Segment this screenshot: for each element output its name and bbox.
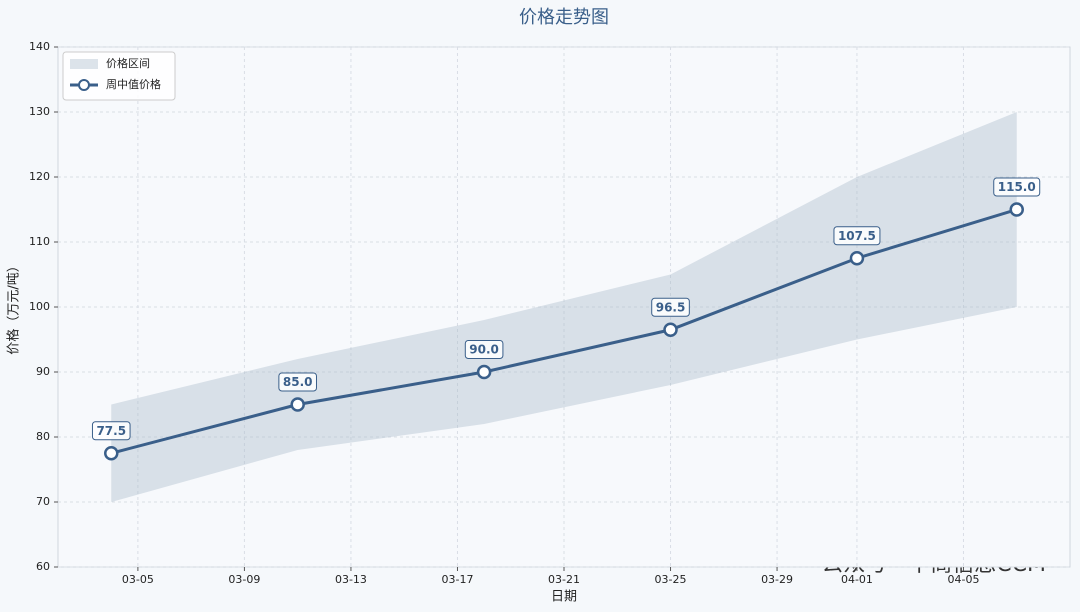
legend-label: 价格区间 — [106, 56, 150, 70]
y-tick-label: 130 — [29, 105, 50, 118]
y-tick-label: 70 — [36, 495, 50, 508]
legend-marker — [78, 79, 90, 91]
value-label-box — [91, 421, 131, 441]
price-band — [111, 112, 1017, 502]
y-tick-label: 140 — [29, 40, 50, 53]
x-tick-label: 03-05 — [122, 573, 154, 586]
x-tick-label: 03-17 — [441, 573, 473, 586]
x-tick-label: 04-05 — [947, 573, 979, 586]
chart-title: 价格走势图 — [519, 7, 609, 28]
series-line — [110, 208, 1018, 455]
value-label: 77.5 — [96, 424, 126, 438]
data-point — [663, 322, 678, 337]
legend-swatch — [70, 59, 98, 69]
x-tick-label: 04-01 — [841, 573, 873, 586]
value-label-box — [993, 177, 1041, 197]
y-tick-label: 90 — [36, 365, 50, 378]
data-point — [104, 446, 119, 461]
y-axis-label: 价格（万元/吨） — [6, 259, 22, 354]
value-label-box — [278, 372, 317, 392]
x-tick-label: 03-25 — [655, 573, 687, 586]
y-tick-label: 110 — [29, 235, 50, 248]
value-label-box — [651, 297, 690, 317]
value-label: 115.0 — [998, 180, 1036, 194]
data-point — [290, 397, 305, 412]
value-label: 85.0 — [283, 375, 313, 389]
value-label-box — [464, 340, 504, 359]
y-tick-label: 100 — [29, 300, 50, 313]
y-tick-label: 120 — [29, 170, 50, 183]
x-tick-label: 03-29 — [761, 573, 793, 586]
legend-label: 周中值价格 — [106, 77, 161, 91]
data-point — [849, 251, 865, 266]
value-label: 107.5 — [838, 229, 876, 243]
data-point — [1009, 202, 1024, 217]
y-tick-label: 60 — [36, 560, 50, 573]
value-label: 96.5 — [656, 300, 686, 314]
x-tick-label: 03-21 — [548, 573, 580, 586]
legend-box — [62, 51, 176, 101]
y-tick-label: 80 — [36, 430, 50, 443]
x-tick-label: 03-13 — [335, 573, 367, 586]
x-tick-label: 03-09 — [228, 573, 260, 586]
value-label: 90.0 — [469, 343, 499, 357]
data-point — [476, 364, 492, 380]
value-label-box — [833, 226, 881, 246]
x-axis-label: 日期 — [551, 590, 577, 605]
